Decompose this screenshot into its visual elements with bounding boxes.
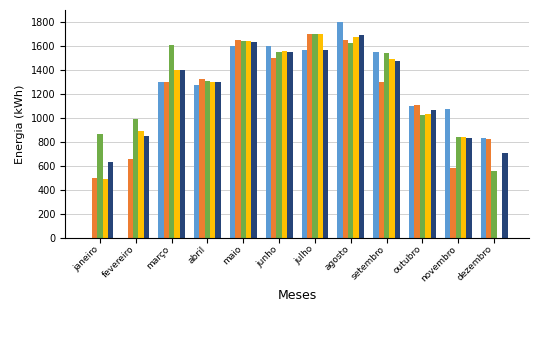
Bar — [425, 114, 431, 238]
Bar — [282, 51, 287, 238]
Bar — [343, 40, 348, 238]
Bar — [199, 79, 205, 238]
Bar — [169, 45, 174, 238]
Bar — [409, 106, 414, 238]
Bar — [461, 137, 467, 238]
Bar — [431, 110, 436, 238]
Bar — [337, 22, 343, 238]
Bar — [102, 179, 108, 238]
Bar — [456, 137, 461, 238]
Bar — [373, 52, 379, 238]
Bar — [276, 52, 282, 238]
Bar — [215, 82, 221, 238]
Bar — [414, 105, 420, 238]
Bar — [445, 109, 450, 238]
Bar — [230, 46, 235, 238]
Bar — [271, 58, 276, 238]
Bar — [467, 138, 472, 238]
Bar — [180, 70, 185, 238]
Bar — [389, 59, 395, 238]
Bar — [144, 136, 149, 238]
Bar — [240, 41, 246, 238]
Bar — [395, 61, 400, 238]
Bar — [138, 131, 144, 238]
Bar — [246, 41, 251, 238]
Y-axis label: Energia (kWh): Energia (kWh) — [15, 84, 26, 164]
Bar — [133, 119, 138, 238]
Bar — [359, 35, 364, 238]
Bar — [235, 40, 240, 238]
Bar — [164, 82, 169, 238]
Bar — [205, 81, 210, 238]
Bar — [379, 82, 384, 238]
Bar — [348, 43, 354, 238]
Bar — [251, 42, 257, 238]
Bar — [265, 46, 271, 238]
Bar — [312, 34, 318, 238]
Bar — [481, 138, 486, 238]
Bar — [323, 50, 329, 238]
Bar — [318, 34, 323, 238]
Bar — [301, 50, 307, 238]
Bar — [502, 153, 507, 238]
Bar — [210, 82, 215, 238]
Bar — [158, 82, 164, 238]
Bar — [97, 134, 102, 238]
Bar — [194, 85, 199, 238]
X-axis label: Meses: Meses — [277, 289, 317, 302]
Bar — [128, 159, 133, 238]
Bar — [108, 162, 113, 238]
Bar — [486, 139, 492, 238]
Bar — [492, 171, 497, 238]
Bar — [287, 52, 293, 238]
Bar — [92, 178, 97, 238]
Bar — [354, 37, 359, 238]
Bar — [420, 115, 425, 238]
Bar — [384, 53, 389, 238]
Bar — [174, 70, 180, 238]
Bar — [450, 168, 456, 238]
Bar — [307, 34, 312, 238]
